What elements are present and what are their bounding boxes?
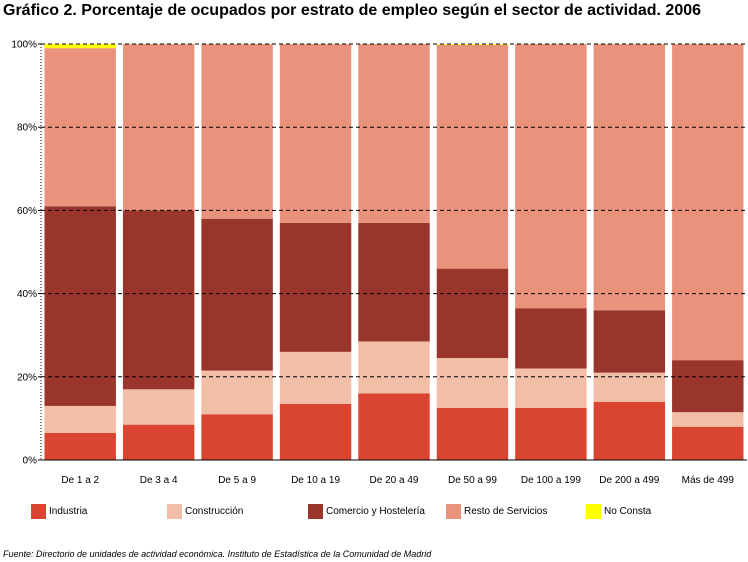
bar-segment <box>358 341 430 394</box>
bar-segment <box>672 360 744 413</box>
legend-label: Comercio y Hostelería <box>326 505 425 517</box>
bar-segment <box>44 432 116 460</box>
legend-swatch <box>446 503 461 519</box>
bar-segment <box>201 218 273 371</box>
x-tick-label: De 1 a 2 <box>61 475 99 486</box>
bar-segment <box>515 308 587 369</box>
bar-segment <box>593 401 666 460</box>
bar-segment <box>122 210 195 390</box>
bars-layer <box>44 44 744 460</box>
x-tick-label: De 200 a 499 <box>599 475 659 486</box>
bar-segment <box>515 44 587 309</box>
bar-segment <box>122 389 195 425</box>
bar-segment <box>279 351 352 404</box>
legend-item: Industria <box>31 503 87 519</box>
legend-swatch <box>308 503 323 519</box>
bar-segment <box>436 44 509 269</box>
bar-segment <box>436 358 509 408</box>
bar-segment <box>201 44 273 219</box>
bar-segment <box>436 408 509 460</box>
y-tick-label: 0% <box>23 456 38 467</box>
x-tick-label: De 3 a 4 <box>140 475 178 486</box>
legend-swatch <box>586 503 601 519</box>
y-tick-label: 20% <box>17 372 37 383</box>
x-tick-label: De 50 a 99 <box>448 475 497 486</box>
y-tick-label: 60% <box>17 206 37 217</box>
bar-segment <box>201 414 273 460</box>
source-note: Fuente: Directorio de unidades de activi… <box>3 549 432 559</box>
x-tick-label: Más de 499 <box>682 475 735 486</box>
bar-segment <box>515 408 587 460</box>
bar-segment <box>593 44 666 311</box>
bar-segment <box>436 268 509 359</box>
bar-segment <box>593 310 666 373</box>
x-tick-label: De 20 a 49 <box>370 475 419 486</box>
bar-segment <box>44 206 116 406</box>
bar-segment <box>672 426 744 460</box>
x-tick-label: De 10 a 19 <box>291 475 340 486</box>
bar-segment <box>358 222 430 342</box>
legend-label: Resto de Servicios <box>464 505 548 517</box>
y-tick-label: 40% <box>17 289 37 300</box>
chart-title: Gráfico 2. Porcentaje de ocupados por es… <box>3 2 702 19</box>
bar-segment <box>672 412 744 427</box>
bar-segment <box>279 403 352 460</box>
bar-segment <box>279 222 352 352</box>
legend-item: Construcción <box>167 503 243 519</box>
legend-swatch <box>31 503 46 519</box>
bar-segment <box>279 44 352 223</box>
bar-segment <box>201 370 273 415</box>
legend-label: No Consta <box>604 505 652 517</box>
bar-segment <box>44 405 116 433</box>
axis-layer: 0% 20% 40% 60% 80% 100% De 1 a 2 De 3 a 4 De 5 a… <box>11 40 747 486</box>
bar-segment <box>122 424 195 460</box>
bar-segment <box>672 44 744 361</box>
legend-swatch <box>167 503 182 519</box>
bar-segment <box>436 44 509 45</box>
x-tick-label: De 5 a 9 <box>218 475 256 486</box>
y-tick-label: 100% <box>11 40 37 51</box>
x-tick-label: De 100 a 199 <box>521 475 581 486</box>
legend-label: Construcción <box>185 505 244 517</box>
bar-segment <box>44 44 116 49</box>
bar-segment <box>515 368 587 408</box>
legend-item: No Consta <box>586 503 651 519</box>
grid-layer <box>41 43 747 378</box>
bar-segment <box>593 372 666 402</box>
bar-segment <box>358 393 430 460</box>
bar-segment <box>358 44 430 223</box>
legend-item: Comercio y Hostelería <box>308 503 425 519</box>
legend-item: Resto de Servicios <box>446 503 547 519</box>
legend-label: Industria <box>49 505 88 517</box>
y-tick-label: 80% <box>17 123 37 134</box>
